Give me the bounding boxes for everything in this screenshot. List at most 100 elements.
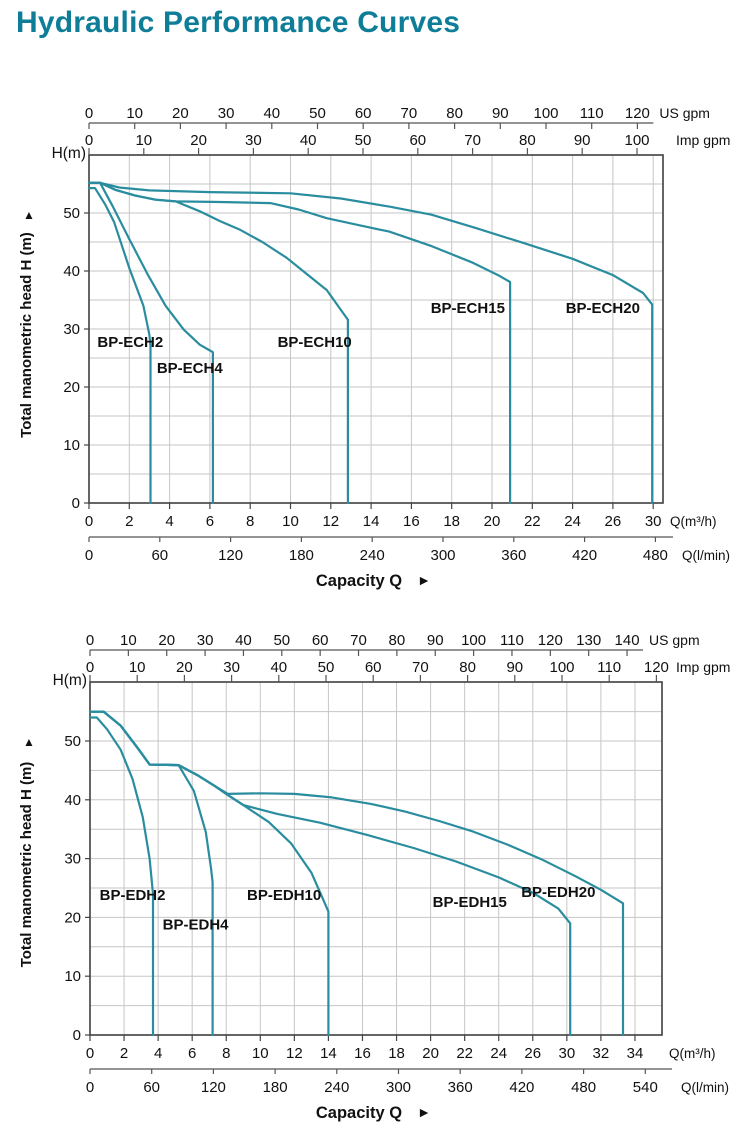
y-tick-label: 30 [63, 321, 80, 338]
us-gpm-tick-label: 100 [461, 632, 486, 649]
lmin-tick-label: 420 [509, 1079, 534, 1096]
imp-gpm-tick-label: 40 [300, 132, 317, 149]
us-gpm-tick-label: 140 [615, 632, 640, 649]
us-gpm-tick-label: 70 [350, 632, 367, 649]
m3h-tick-label: 14 [320, 1045, 337, 1062]
curve-label-BP-ECH20: BP-ECH20 [566, 300, 640, 317]
curve-label-BP-EDH10: BP-EDH10 [247, 887, 321, 904]
capacity-right-arrow-icon: ► [417, 1104, 431, 1120]
curve-BP-ECH15 [87, 181, 512, 505]
us-gpm-tick-label: 110 [500, 632, 524, 649]
imp-gpm-tick-label: 70 [412, 659, 429, 676]
m3h-tick-label: 12 [286, 1045, 303, 1062]
us-gpm-tick-label: 130 [576, 632, 601, 649]
us-gpm-tick-label: 120 [625, 105, 650, 122]
lmin-tick-label: 180 [289, 547, 314, 564]
m3h-unit-label: Q(m³/h) [669, 1046, 716, 1061]
y-axis-corner-label: H(m) [52, 145, 86, 162]
y-tick-label: 50 [64, 733, 81, 750]
imp-gpm-tick-label: 90 [574, 132, 591, 149]
lmin-tick-label: 60 [143, 1079, 160, 1096]
m3h-tick-label: 26 [524, 1045, 541, 1062]
curve-label-BP-EDH2: BP-EDH2 [100, 887, 166, 904]
imp-gpm-tick-label: 80 [519, 132, 536, 149]
y-tick-label: 0 [72, 495, 80, 512]
lmin-tick-label: 0 [86, 1079, 94, 1096]
curve-label-BP-ECH2: BP-ECH2 [97, 334, 163, 351]
imp-gpm-unit-label: Imp gpm [676, 132, 730, 148]
lmin-tick-label: 480 [643, 547, 668, 564]
m3h-tick-label: 32 [593, 1045, 610, 1062]
us-gpm-tick-label: 50 [273, 632, 290, 649]
lmin-tick-label: 360 [501, 547, 526, 564]
us-gpm-tick-label: 110 [580, 105, 604, 122]
m3h-unit-label: Q(m³/h) [670, 514, 717, 529]
imp-gpm-tick-label: 50 [355, 132, 372, 149]
m3h-tick-label: 8 [246, 513, 254, 530]
m3h-tick-label: 26 [605, 513, 622, 530]
imp-gpm-tick-label: 100 [549, 659, 574, 676]
m3h-tick-label: 24 [564, 513, 581, 530]
y-tick-label: 50 [63, 205, 80, 222]
curve-label-BP-ECH15: BP-ECH15 [431, 300, 505, 317]
imp-gpm-tick-label: 60 [409, 132, 426, 149]
us-gpm-tick-label: 10 [120, 632, 137, 649]
y-axis-title: Total manometric head H (m) [18, 762, 35, 968]
m3h-tick-label: 22 [524, 513, 541, 530]
lmin-tick-label: 300 [386, 1079, 411, 1096]
us-gpm-tick-label: 10 [126, 105, 143, 122]
m3h-tick-label: 18 [443, 513, 460, 530]
us-gpm-tick-label: 120 [538, 632, 563, 649]
imp-gpm-tick-label: 60 [365, 659, 382, 676]
y-tick-label: 0 [73, 1027, 81, 1044]
imp-gpm-tick-label: 10 [135, 132, 152, 149]
m3h-tick-label: 8 [222, 1045, 230, 1062]
us-gpm-tick-label: 40 [235, 632, 252, 649]
lmin-tick-label: 180 [263, 1079, 288, 1096]
m3h-tick-label: 6 [188, 1045, 196, 1062]
y-tick-label: 10 [64, 968, 81, 985]
imp-gpm-tick-label: 100 [624, 132, 649, 149]
lmin-unit-label: Q(l/min) [682, 548, 730, 563]
lmin-tick-label: 540 [633, 1079, 658, 1096]
curve-BP-EDH15 [88, 710, 572, 1037]
lmin-tick-label: 0 [85, 547, 93, 564]
us-gpm-tick-label: 80 [389, 632, 406, 649]
curve-label-BP-EDH20: BP-EDH20 [521, 884, 595, 901]
us-gpm-tick-label: 60 [312, 632, 329, 649]
m3h-tick-label: 12 [322, 513, 339, 530]
curve-BP-ECH4 [87, 181, 214, 505]
us-gpm-tick-label: 70 [401, 105, 418, 122]
imp-gpm-tick-label: 30 [223, 659, 240, 676]
curve-label-BP-ECH4: BP-ECH4 [157, 360, 224, 377]
y-axis-title: Total manometric head H (m) [18, 232, 35, 438]
m3h-tick-label: 2 [125, 513, 133, 530]
y-axis-corner-label: H(m) [53, 672, 87, 689]
us-gpm-tick-label: 100 [533, 105, 558, 122]
curve-BP-ECH20 [87, 181, 654, 505]
m3h-tick-label: 20 [484, 513, 501, 530]
us-gpm-tick-label: 30 [197, 632, 214, 649]
imp-gpm-tick-label: 0 [85, 132, 93, 149]
us-gpm-tick-label: 50 [309, 105, 326, 122]
lmin-tick-label: 480 [571, 1079, 596, 1096]
y-tick-label: 40 [63, 263, 80, 280]
imp-gpm-tick-label: 20 [190, 132, 207, 149]
us-gpm-tick-label: 0 [85, 105, 93, 122]
y-tick-label: 20 [64, 909, 81, 926]
us-gpm-tick-label: 20 [172, 105, 189, 122]
m3h-tick-label: 6 [206, 513, 214, 530]
us-gpm-tick-label: 0 [86, 632, 94, 649]
lmin-tick-label: 420 [572, 547, 597, 564]
lmin-tick-label: 240 [360, 547, 385, 564]
m3h-tick-label: 10 [252, 1045, 269, 1062]
m3h-tick-label: 22 [456, 1045, 473, 1062]
m3h-tick-label: 30 [645, 513, 662, 530]
curve-label-BP-EDH15: BP-EDH15 [433, 894, 507, 911]
us-gpm-tick-label: 90 [492, 105, 509, 122]
us-gpm-tick-label: 40 [263, 105, 280, 122]
capacity-right-arrow-icon: ► [417, 572, 431, 588]
curve-label-BP-EDH4: BP-EDH4 [163, 917, 230, 934]
y-axis-up-arrow-icon: ▲ [23, 208, 35, 222]
curve-BP-ECH2 [87, 187, 152, 505]
